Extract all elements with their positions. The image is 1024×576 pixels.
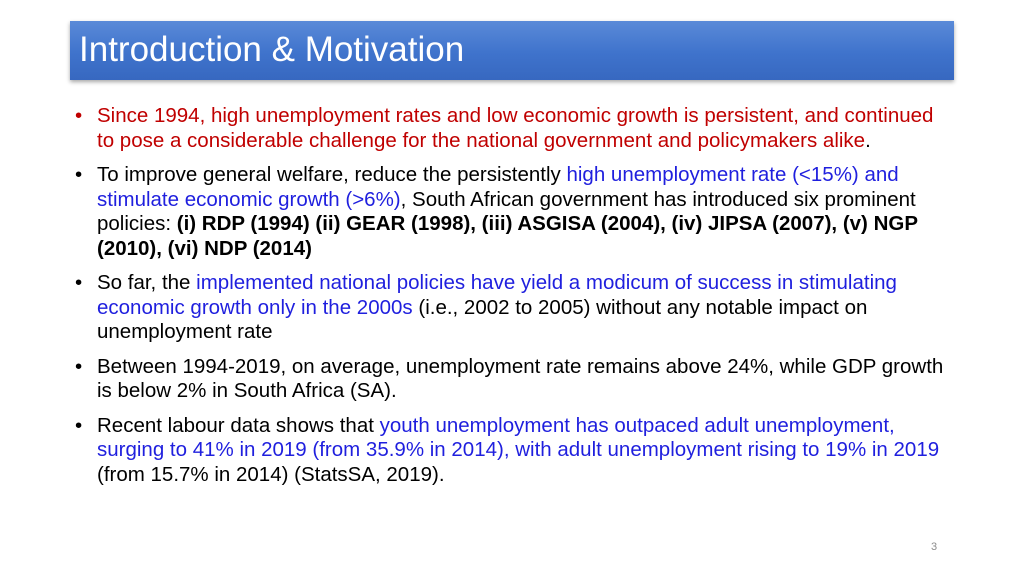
bullet-marker: • [75, 104, 83, 127]
bullet-text: Since 1994, high unemployment rates and … [97, 104, 934, 152]
bullet-text: To improve general welfare, reduce the p… [97, 163, 567, 186]
bullet-item-3: • So far, the implemented national polic… [71, 271, 951, 345]
slide-title: Introduction & Motivation [79, 30, 465, 69]
bullet-text-highlight: high unemployment rate (<15%) and stimul… [97, 163, 899, 211]
bullet-text: (from 15.7% in 2014) (StatsSA, 2019). [97, 462, 445, 486]
bullet-item-5: • Recent labour data shows that youth un… [71, 414, 951, 488]
bullet-text: So far, the [97, 271, 197, 294]
bullet-text: , South African government has introduce… [97, 187, 916, 236]
policy-list: (i) RDP (1994) (ii) GEAR (1998), (iii) A… [97, 212, 918, 260]
bullet-marker: • [75, 354, 83, 378]
bullet-list: • Since 1994, high unemployment rates an… [71, 104, 951, 497]
bullet-marker: • [75, 413, 83, 437]
bullet-marker: • [75, 271, 83, 294]
page-number: 3 [931, 541, 938, 553]
bullet-item-4: • Between 1994-2019, on average, unemplo… [71, 355, 951, 404]
bullet-text: Between 1994-2019, on average, unemploym… [97, 354, 944, 403]
bullet-text: (i.e., 2002 to 2005) without any notable… [97, 295, 868, 344]
bullet-text: Recent labour data shows that [97, 413, 380, 437]
bullet-text-highlight: implemented national policies have yield… [97, 271, 897, 319]
bullet-text-highlight: youth unemployment has outpaced adult un… [97, 413, 940, 462]
title-bar: Introduction & Motivation [70, 21, 954, 80]
bullet-text: . [865, 128, 871, 152]
bullet-marker: • [75, 163, 83, 186]
bullet-item-2: • To improve general welfare, reduce the… [71, 163, 951, 261]
bullet-item-1: • Since 1994, high unemployment rates an… [71, 104, 951, 153]
